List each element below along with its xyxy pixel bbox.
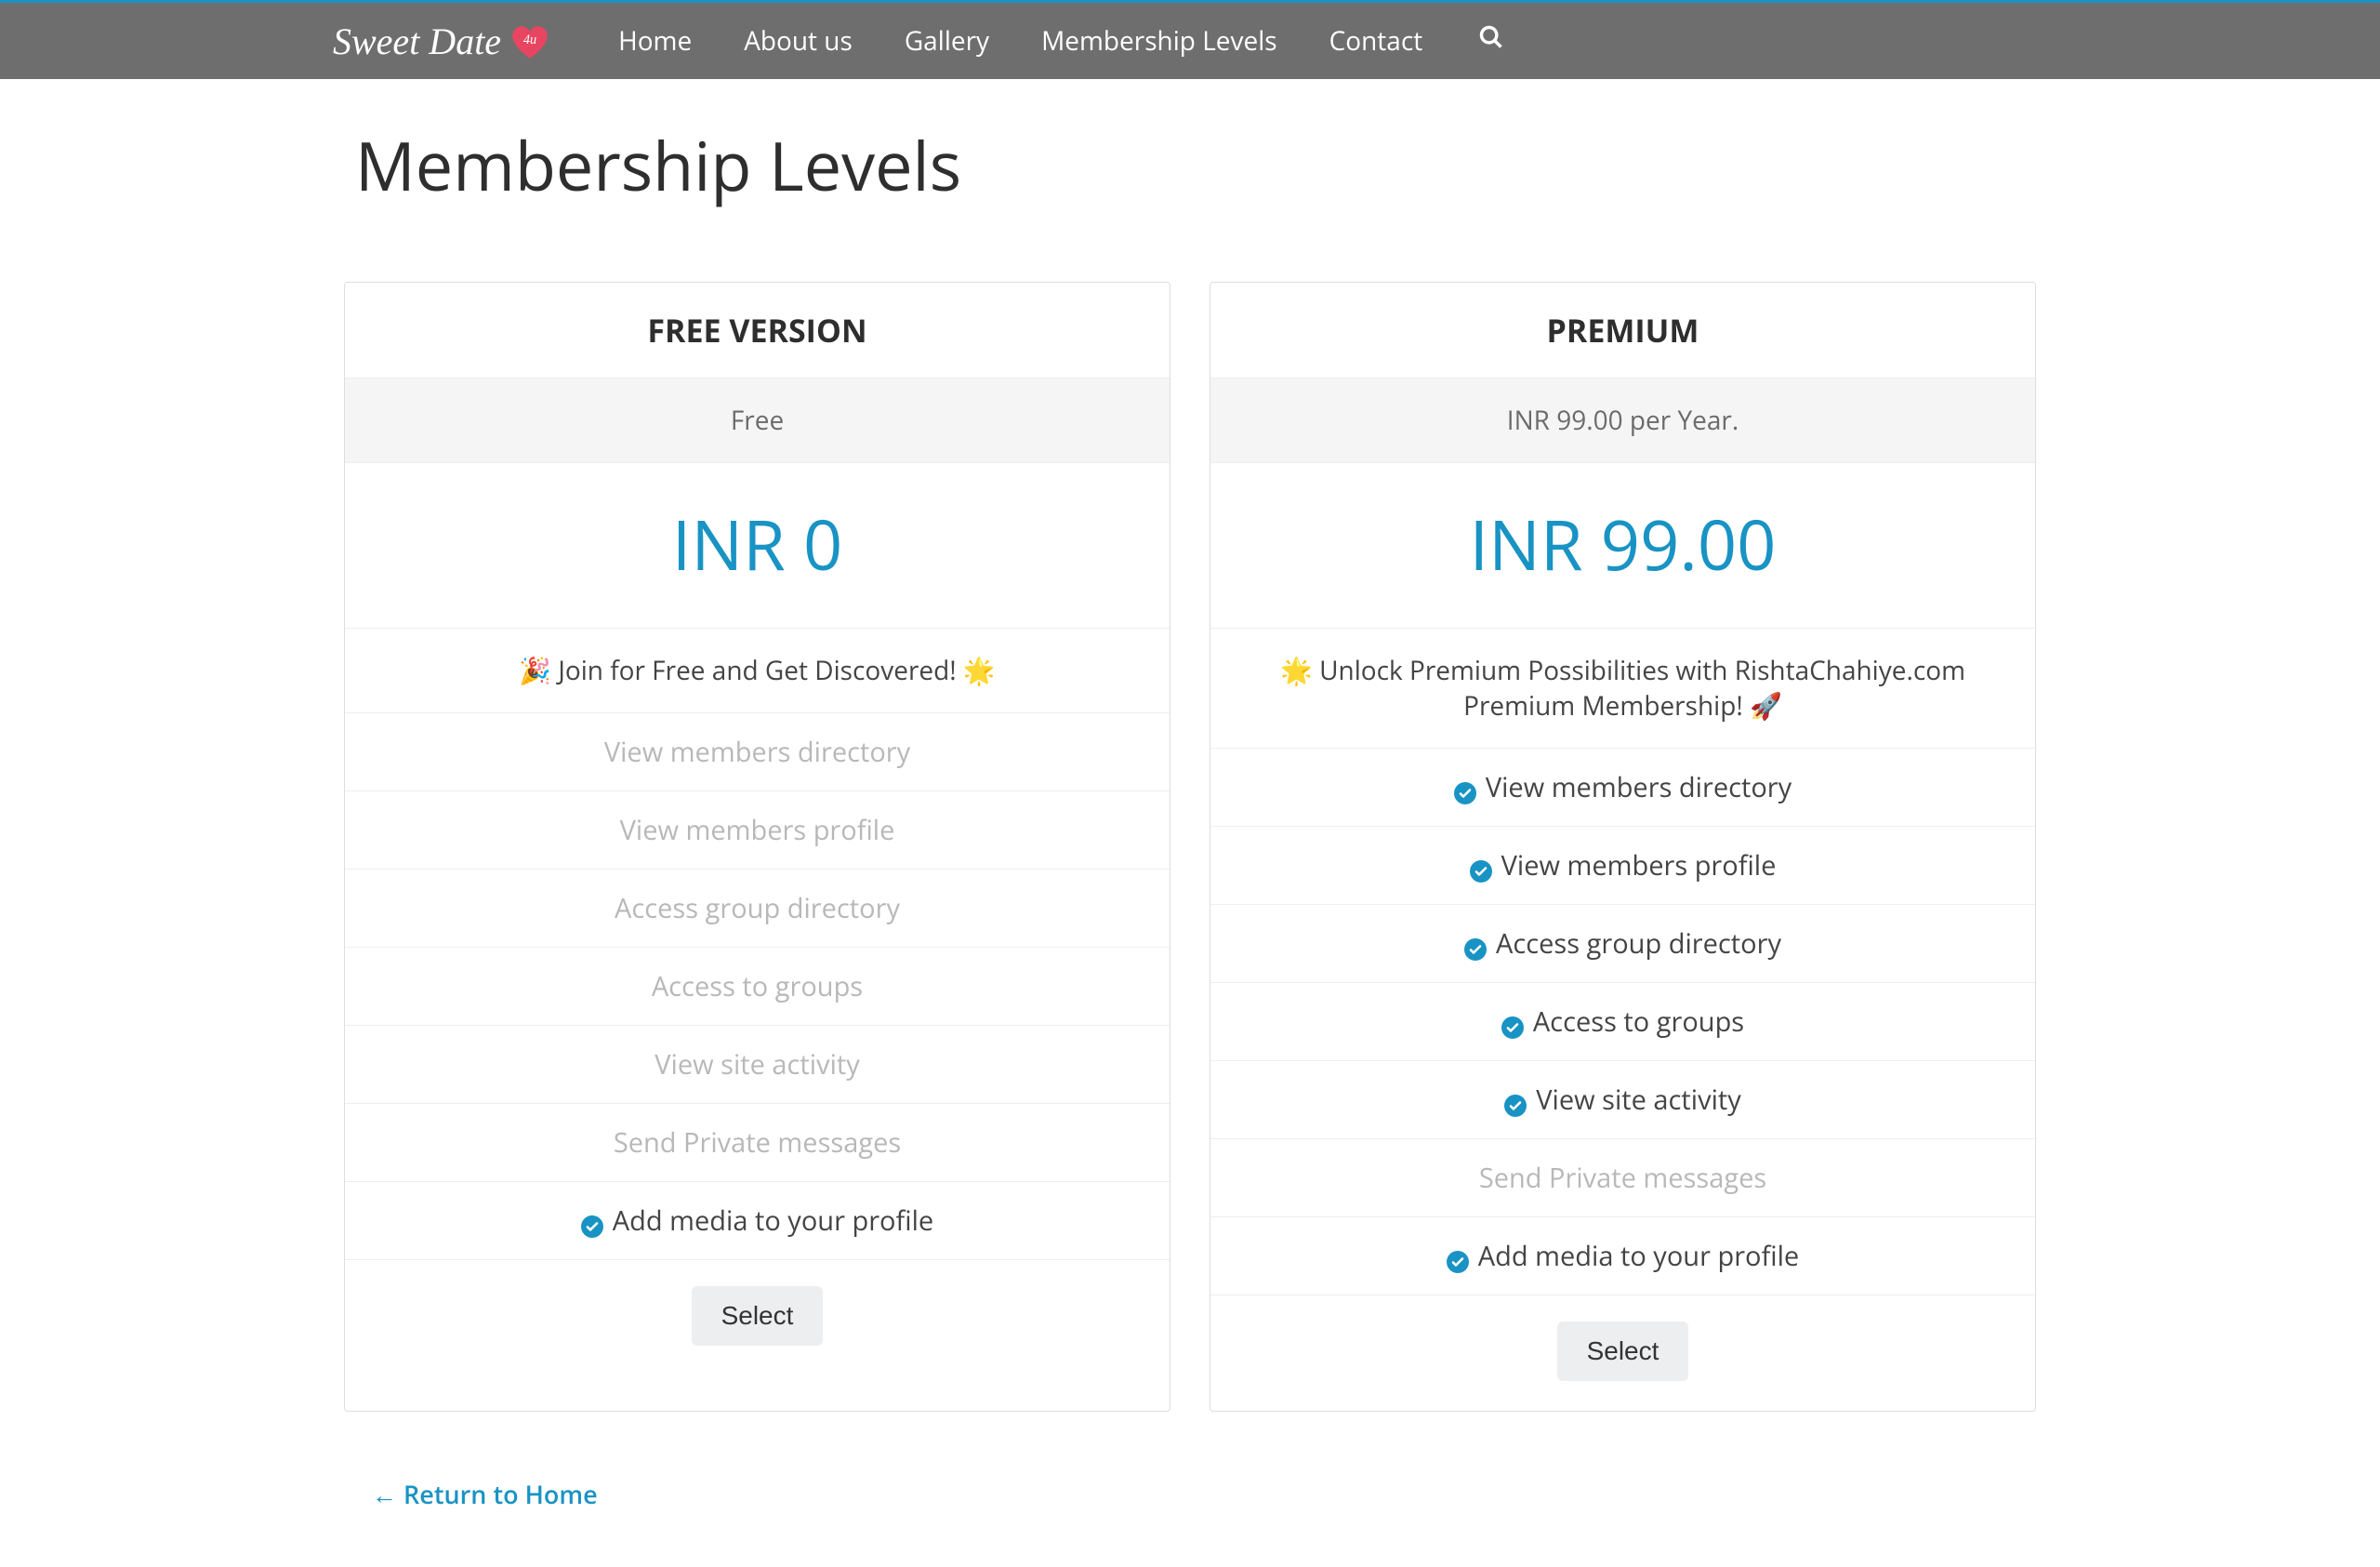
plan-card-premium: PREMIUM INR 99.00 per Year. INR 99.00 🌟 …: [1210, 282, 2036, 1412]
feature-row: View members directory: [1210, 749, 2035, 827]
plan-subtitle: Free: [345, 378, 1170, 463]
feature-label: Access to groups: [1533, 1003, 1744, 1040]
nav-home[interactable]: Home: [618, 23, 692, 59]
plans-row: FREE VERSION Free INR 0 🎉 Join for Free …: [344, 282, 2036, 1412]
nav-membership[interactable]: Membership Levels: [1041, 23, 1277, 59]
header: Sweet Date 4u Home About us Gallery Memb…: [0, 3, 2380, 79]
feature-label: Add media to your profile: [1478, 1238, 1799, 1274]
feature-row: Send Private messages: [345, 1104, 1170, 1182]
check-icon: [1470, 855, 1492, 877]
svg-text:4u: 4u: [523, 33, 536, 47]
primary-nav: Home About us Gallery Membership Levels …: [618, 23, 1504, 59]
check-icon: [1504, 1089, 1527, 1111]
header-inner: Sweet Date 4u Home About us Gallery Memb…: [322, 3, 2058, 79]
feature-row: View members directory: [345, 713, 1170, 791]
check-icon: [1454, 777, 1476, 799]
feature-label: Send Private messages: [614, 1124, 901, 1161]
select-button[interactable]: Select: [1557, 1321, 1689, 1381]
plan-subtitle: INR 99.00 per Year.: [1210, 378, 2035, 463]
feature-label: Add media to your profile: [613, 1202, 933, 1239]
feature-row: View site activity: [1210, 1061, 2035, 1139]
logo-heart-icon: 4u: [509, 20, 551, 62]
plan-tagline: 🌟 Unlock Premium Possibilities with Rish…: [1210, 629, 2035, 749]
plan-title: FREE VERSION: [345, 283, 1170, 378]
feature-row: Add media to your profile: [1210, 1217, 2035, 1295]
feature-label: View members directory: [604, 734, 910, 770]
plan-tagline: 🎉 Join for Free and Get Discovered! 🌟: [345, 629, 1170, 713]
check-icon: [581, 1210, 603, 1232]
feature-label: View site activity: [1536, 1082, 1741, 1118]
select-button[interactable]: Select: [692, 1286, 824, 1346]
feature-label: Access group directory: [1496, 925, 1781, 962]
nav-about[interactable]: About us: [744, 23, 853, 59]
plan-card-free: FREE VERSION Free INR 0 🎉 Join for Free …: [344, 282, 1170, 1412]
page-title: Membership Levels: [355, 120, 2036, 211]
check-icon: [1464, 933, 1487, 955]
feature-row: Send Private messages: [1210, 1139, 2035, 1217]
logo-wordmark: Sweet Date: [333, 20, 501, 63]
plan-features: View members directory View members prof…: [345, 713, 1170, 1260]
check-icon: [1501, 1011, 1524, 1033]
search-icon[interactable]: [1474, 23, 1504, 59]
plan-footer: Select: [345, 1260, 1170, 1375]
feature-row: View members profile: [345, 791, 1170, 870]
feature-label: View members directory: [1486, 769, 1792, 805]
feature-label: Send Private messages: [1479, 1160, 1766, 1196]
feature-row: Access group directory: [345, 870, 1170, 948]
plan-features: View members directory View members prof…: [1210, 749, 2035, 1295]
plan-title: PREMIUM: [1210, 283, 2035, 378]
nav-gallery[interactable]: Gallery: [905, 23, 989, 59]
page-main: Membership Levels FREE VERSION Free INR …: [322, 79, 2058, 1567]
check-icon: [1447, 1245, 1469, 1268]
nav-contact[interactable]: Contact: [1329, 23, 1423, 59]
feature-row: Access group directory: [1210, 905, 2035, 983]
logo[interactable]: Sweet Date 4u: [333, 20, 551, 63]
return-home-link[interactable]: ← Return to Home: [372, 1477, 598, 1511]
feature-label: View members profile: [620, 812, 895, 848]
feature-label: View site activity: [654, 1046, 860, 1082]
feature-label: View members profile: [1501, 847, 1777, 883]
feature-row: Access to groups: [1210, 983, 2035, 1061]
plan-footer: Select: [1210, 1295, 2035, 1411]
plan-price: INR 0: [345, 463, 1170, 629]
plan-price: INR 99.00: [1210, 463, 2035, 629]
feature-row: View members profile: [1210, 827, 2035, 905]
feature-row: Add media to your profile: [345, 1182, 1170, 1260]
feature-row: Access to groups: [345, 948, 1170, 1026]
feature-label: Access to groups: [652, 968, 863, 1004]
feature-row: View site activity: [345, 1026, 1170, 1104]
feature-label: Access group directory: [615, 890, 900, 926]
